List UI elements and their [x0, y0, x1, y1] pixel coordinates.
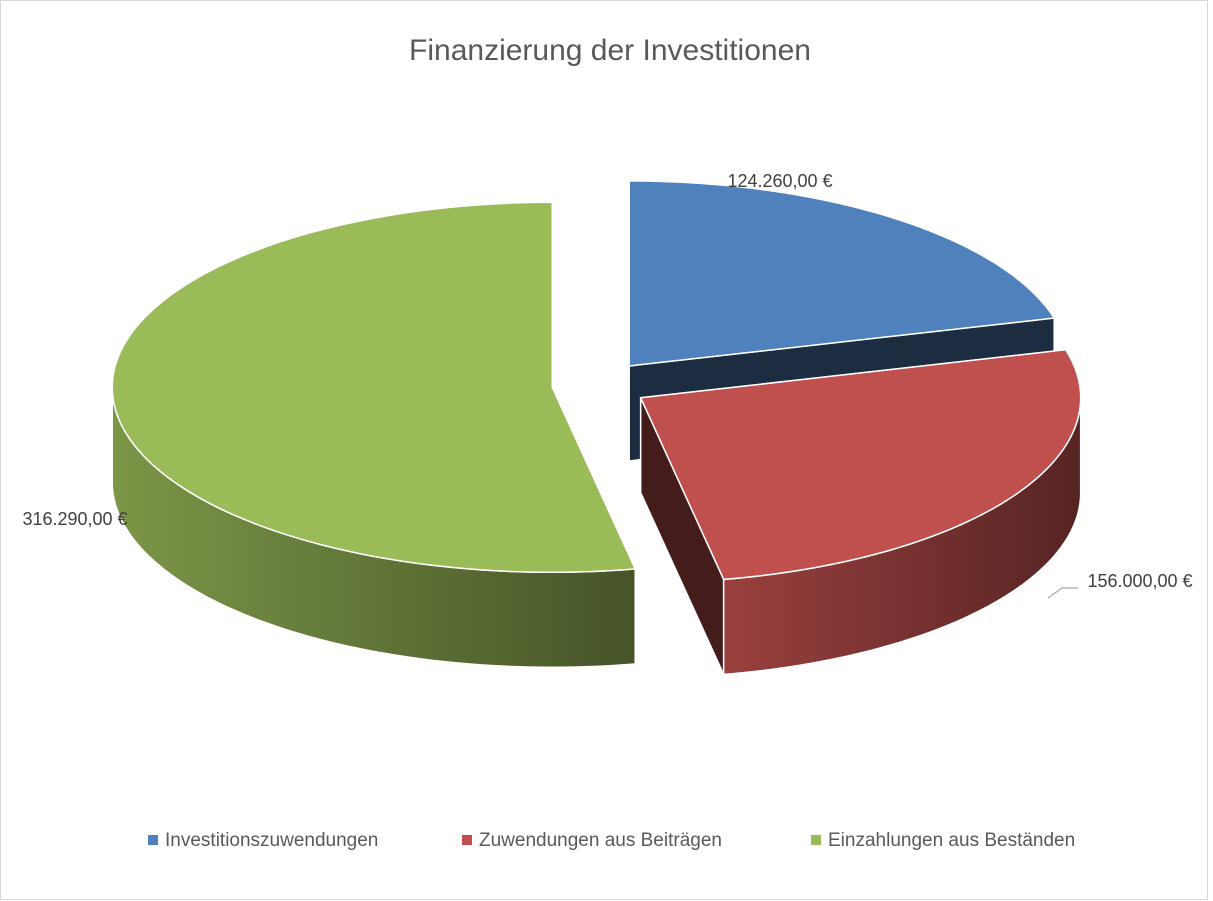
legend-swatch: [811, 835, 821, 845]
chart-title: Finanzierung der Investitionen: [409, 34, 811, 67]
legend-swatch: [462, 835, 472, 845]
slice-top: [639, 349, 1082, 581]
slice-top: [628, 180, 1056, 367]
leader-line: [1047, 587, 1078, 599]
pie-slice: [111, 201, 637, 669]
pie-slice: [639, 348, 1082, 676]
legend-label: Einzahlungen aus Beständen: [828, 830, 1075, 851]
data-label: 124.260,00 €: [727, 171, 832, 191]
legend-swatch: [148, 835, 158, 845]
legend-label: Investitionszuwendungen: [165, 830, 378, 851]
data-label: 156.000,00 €: [1087, 571, 1192, 591]
legend-label: Zuwendungen aus Beiträgen: [479, 830, 722, 851]
data-label: 316.290,00 €: [22, 509, 127, 529]
slice-top: [111, 201, 637, 573]
